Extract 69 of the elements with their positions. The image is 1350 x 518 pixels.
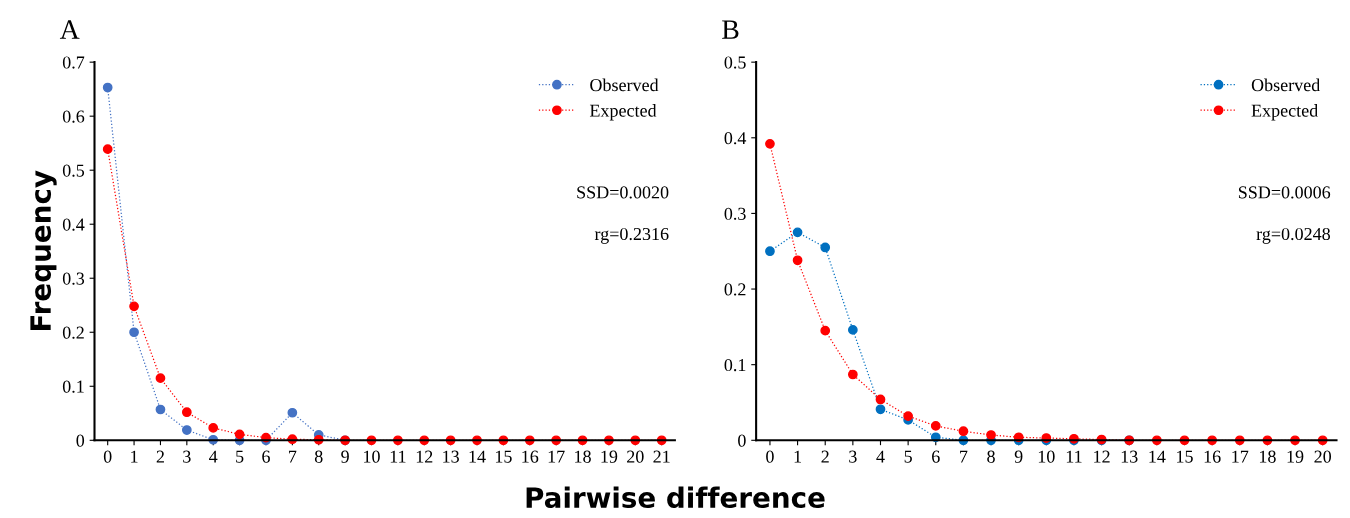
x-tick-label: 11 bbox=[1066, 450, 1082, 463]
x-tick-label: 18 bbox=[1259, 450, 1276, 463]
x-tick-label: 2 bbox=[821, 450, 829, 463]
x-tick-label: 19 bbox=[601, 450, 618, 463]
annotation: SSD=0.0006 bbox=[1238, 186, 1331, 199]
annotation: rg=0.0248 bbox=[1256, 227, 1331, 244]
x-axis-title: Pairwise difference bbox=[526, 486, 825, 509]
x-tick-label: 12 bbox=[416, 450, 433, 463]
x-tick-label: 14 bbox=[469, 450, 486, 463]
x-tick-label: 15 bbox=[1177, 450, 1193, 463]
y-tick-label: 0.4 bbox=[724, 132, 747, 145]
x-tick-label: 20 bbox=[627, 450, 644, 463]
chart-title: B bbox=[722, 20, 739, 39]
x-tick-label: 17 bbox=[548, 450, 565, 463]
x-tick-label: 2 bbox=[156, 450, 164, 463]
y-tick-label: 0.1 bbox=[724, 358, 746, 372]
x-tick-label: 8 bbox=[987, 450, 995, 463]
annotation: SSD=0.0020 bbox=[577, 186, 669, 199]
x-tick-label: 21 bbox=[653, 450, 670, 463]
x-tick-label: 17 bbox=[1232, 450, 1249, 463]
x-tick-label: 3 bbox=[183, 450, 191, 463]
x-tick-label: 8 bbox=[314, 450, 323, 463]
x-tick-label: 1 bbox=[794, 450, 802, 463]
x-tick-label: 16 bbox=[1204, 450, 1221, 463]
x-tick-label: 16 bbox=[522, 450, 539, 463]
y-tick-label: 0.2 bbox=[62, 326, 84, 339]
annotation: rg=0.2316 bbox=[594, 227, 669, 244]
y-tick-label: 0 bbox=[738, 434, 746, 447]
x-tick-label: 9 bbox=[1014, 450, 1023, 463]
x-tick-label: 11 bbox=[390, 450, 406, 463]
y-tick-label: 0 bbox=[76, 434, 85, 447]
x-tick-label: 7 bbox=[289, 450, 297, 463]
x-tick-label: 1 bbox=[131, 450, 138, 463]
y-tick-label: 0.3 bbox=[724, 207, 746, 220]
y-tick-label: 0.4 bbox=[62, 218, 85, 231]
x-tick-label: 12 bbox=[1094, 450, 1110, 463]
y-tick-label: 0.1 bbox=[62, 380, 84, 393]
x-tick-label: 0 bbox=[766, 450, 774, 463]
x-tick-label: 5 bbox=[236, 450, 244, 463]
x-tick-label: 7 bbox=[960, 450, 968, 463]
x-tick-label: 0 bbox=[103, 450, 112, 463]
x-tick-label: 20 bbox=[1314, 450, 1332, 463]
x-tick-label: 18 bbox=[575, 450, 591, 463]
y-tick-label: 0.5 bbox=[724, 56, 746, 69]
x-tick-label: 10 bbox=[1038, 450, 1055, 463]
x-tick-label: 19 bbox=[1287, 450, 1304, 463]
x-tick-label: 4 bbox=[209, 450, 218, 463]
x-tick-label: 13 bbox=[443, 450, 459, 463]
chart-title: A bbox=[59, 20, 80, 39]
x-tick-label: 9 bbox=[341, 450, 349, 463]
legend-label: Observed bbox=[1251, 78, 1321, 92]
x-tick-label: 15 bbox=[495, 450, 512, 463]
x-tick-label: 13 bbox=[1121, 450, 1138, 463]
x-tick-label: 5 bbox=[904, 450, 912, 463]
x-tick-label: 6 bbox=[932, 450, 940, 463]
y-tick-label: 0.2 bbox=[724, 283, 746, 296]
x-tick-label: 14 bbox=[1149, 450, 1166, 463]
x-tick-label: 3 bbox=[849, 450, 857, 463]
y-tick-label: 0.3 bbox=[62, 272, 85, 285]
legend-label: Expected bbox=[589, 104, 657, 121]
y-tick-label: 0.5 bbox=[62, 164, 85, 177]
legend-label: Expected bbox=[1251, 104, 1319, 121]
y-tick-label: 0.6 bbox=[62, 110, 85, 123]
legend-label: Observed bbox=[590, 78, 659, 92]
x-tick-label: 10 bbox=[364, 450, 380, 463]
x-tick-label: 6 bbox=[262, 450, 270, 463]
x-tick-label: 4 bbox=[876, 450, 885, 463]
y-tick-label: 0.7 bbox=[62, 56, 85, 69]
y-axis-title: Frequency bbox=[30, 170, 57, 330]
